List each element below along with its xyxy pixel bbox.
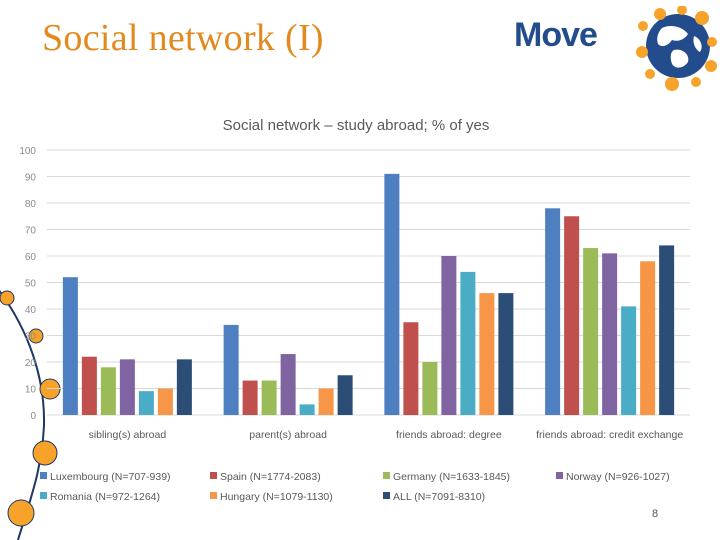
decor-dot <box>32 440 58 466</box>
bar <box>621 306 637 415</box>
y-tick-label: 0 <box>30 411 36 422</box>
logo-wordmark: Move <box>514 16 598 54</box>
bar <box>280 354 296 415</box>
bar <box>545 208 561 415</box>
bar <box>498 293 514 415</box>
bar <box>299 404 315 415</box>
bar <box>318 388 334 415</box>
move-logo: Move <box>512 6 718 92</box>
bar <box>564 216 580 415</box>
bar <box>479 293 495 415</box>
x-tick-label: friends abroad: degree <box>396 429 502 441</box>
legend-swatch <box>40 492 47 499</box>
legend-label: Norway (N=926-1027) <box>566 471 670 483</box>
x-tick-label: friends abroad: credit exchange <box>536 429 683 441</box>
y-tick-label: 100 <box>19 146 36 157</box>
bar <box>583 248 599 415</box>
bar <box>602 253 618 415</box>
y-tick-label: 20 <box>25 358 37 369</box>
legend-label: Luxembourg (N=707-939) <box>50 471 171 483</box>
chart-title: Social network – study abroad; % of yes <box>223 117 490 134</box>
legend-label: Hungary (N=1079-1130) <box>220 491 333 503</box>
bar <box>460 271 476 415</box>
y-tick-label: 50 <box>25 279 37 290</box>
legend-swatch <box>210 472 217 479</box>
globe-icon <box>636 6 717 91</box>
decor-dot <box>0 290 15 306</box>
y-tick-label: 80 <box>25 199 37 210</box>
bar <box>640 261 656 415</box>
legend-swatch <box>40 472 47 479</box>
page-number: 8 <box>652 508 659 520</box>
bar <box>403 322 419 415</box>
legend-swatch <box>383 492 390 499</box>
x-tick-label: sibling(s) abroad <box>89 429 167 441</box>
y-tick-label: 90 <box>25 173 37 184</box>
bar <box>261 380 277 415</box>
bar <box>176 359 192 415</box>
bar <box>119 359 135 415</box>
slide-title: Social network (I) <box>42 17 324 59</box>
legend-swatch <box>383 472 390 479</box>
bar <box>100 367 116 415</box>
y-tick-label: 30 <box>25 332 37 343</box>
decor-dot <box>7 499 35 527</box>
legend-label: Romania (N=972-1264) <box>50 491 160 503</box>
bar <box>223 324 239 415</box>
legend-swatch <box>556 472 563 479</box>
bar <box>422 362 438 415</box>
legend-label: ALL (N=7091-8310) <box>393 491 485 503</box>
legend-label: Germany (N=1633-1845) <box>393 471 510 483</box>
bar <box>384 173 400 415</box>
x-tick-label: parent(s) abroad <box>249 429 327 441</box>
bar <box>337 375 353 415</box>
bar <box>62 277 78 415</box>
y-tick-label: 40 <box>25 305 37 316</box>
y-tick-label: 60 <box>25 252 37 263</box>
bar <box>138 391 154 415</box>
bar <box>441 256 457 415</box>
legend-swatch <box>210 492 217 499</box>
bar <box>81 356 97 415</box>
decor-dot <box>28 328 44 344</box>
legend-label: Spain (N=1774-2083) <box>220 471 321 483</box>
bar <box>242 380 258 415</box>
bar <box>659 245 675 415</box>
y-tick-label: 10 <box>25 385 37 396</box>
y-tick-label: 70 <box>25 226 37 237</box>
bar <box>157 388 173 415</box>
